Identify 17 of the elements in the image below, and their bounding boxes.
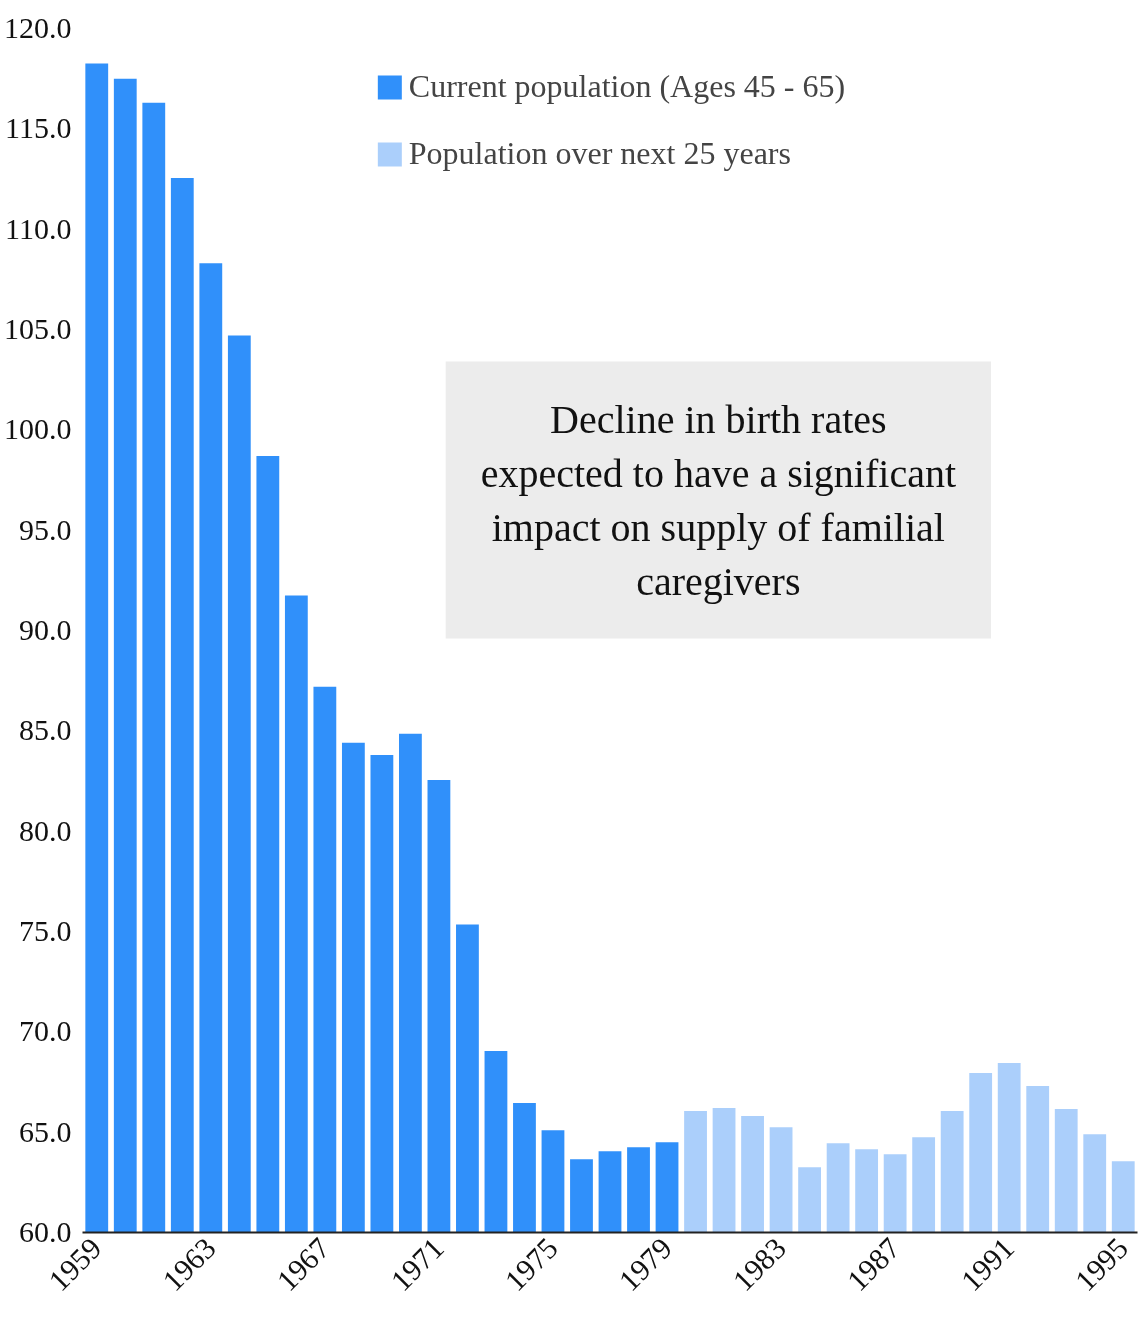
annotation: Decline in birth rates expected to have a significant impact on supply of familial caregivers: [480, 396, 957, 604]
y-tick-label: 95.0: [19, 512, 72, 546]
x-tick-label: 1991: [954, 1231, 1021, 1297]
y-tick-label: 70.0: [19, 1014, 72, 1048]
y-tick-label: 115.0: [5, 111, 72, 145]
y-tick-label: 120.0: [4, 11, 72, 44]
x-tick-label: 1971: [384, 1231, 450, 1297]
y-tick-label: 90.0: [19, 613, 72, 646]
y-tick-label: 105.0: [4, 312, 72, 345]
y-tick-label: 80.0: [19, 813, 72, 847]
y-tick-label: 110.0: [5, 211, 72, 245]
y-tick-label: 75.0: [19, 914, 72, 947]
y-tick-label: 65.0: [19, 1114, 72, 1148]
y-tick-label: 100.0: [4, 412, 72, 446]
legend-label: Current population (Ages 45 - 65): [408, 68, 846, 105]
y-tick-label: 85.0: [19, 713, 72, 747]
legend-label: Population over next 25 years: [408, 135, 791, 172]
